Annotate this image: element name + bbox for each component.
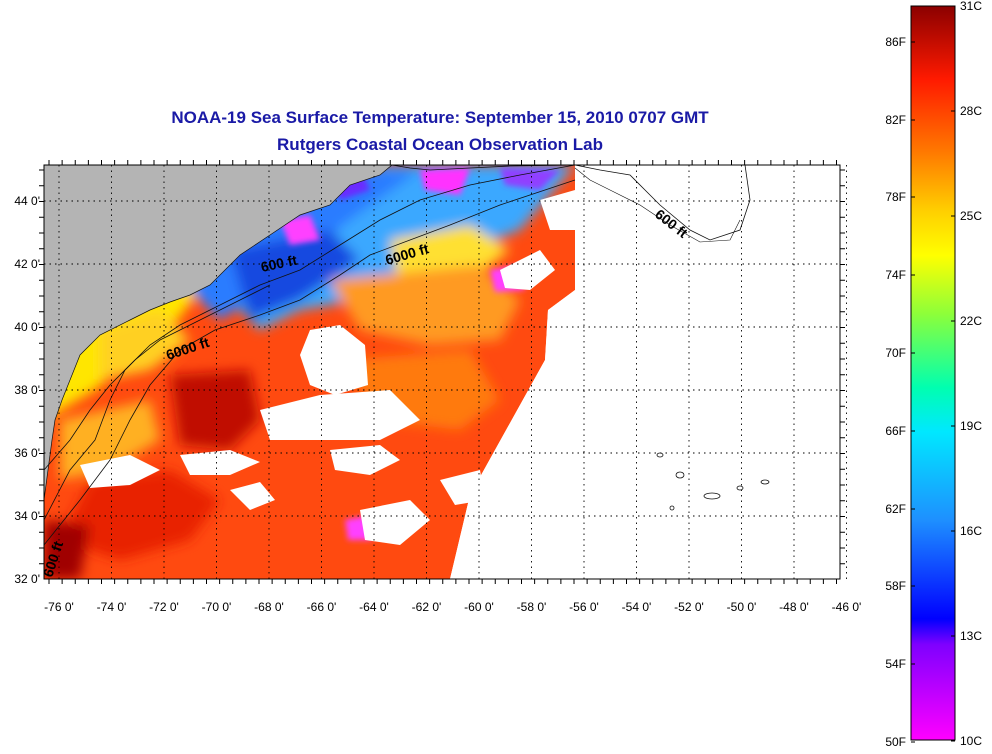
celsius-scale: 31C 28C 25C 22C 19C 16C 13C 10C	[951, 0, 982, 748]
longitude-label: -46 0'	[832, 600, 862, 614]
fahrenheit-label: 78F	[885, 190, 906, 204]
fahrenheit-label: 66F	[885, 424, 906, 438]
bathymetry-contours	[44, 165, 576, 546]
cloud-mask	[80, 165, 840, 579]
celsius-label: 25C	[960, 209, 982, 223]
longitude-label: -50 0'	[727, 600, 757, 614]
fahrenheit-label: 62F	[885, 502, 906, 516]
fahrenheit-label: 54F	[885, 657, 906, 671]
celsius-label: 10C	[960, 734, 982, 748]
longitude-label: -56 0'	[569, 600, 599, 614]
graticule	[44, 165, 847, 579]
longitude-label: -60 0'	[464, 600, 494, 614]
celsius-label: 28C	[960, 104, 982, 118]
map-subtitle: Rutgers Coastal Ocean Observation Lab	[277, 135, 603, 154]
fahrenheit-label: 50F	[885, 735, 906, 749]
longitude-label: -54 0'	[622, 600, 652, 614]
longitude-label: -48 0'	[779, 600, 809, 614]
longitude-label: -58 0'	[517, 600, 547, 614]
latitude-label: 36 0'	[14, 446, 40, 460]
longitude-label: -52 0'	[674, 600, 704, 614]
fahrenheit-label: 86F	[885, 35, 906, 49]
latitude-label: 32 0'	[14, 572, 40, 586]
longitude-label: -74 0'	[97, 600, 127, 614]
colorbar: 86F 82F 78F 74F 70F 66F 62F 58F 54F 50F 31C 28C 25C…	[885, 0, 982, 749]
latitude-labels: 44 0' 42 0' 40 0' 38 0' 36 0' 34 0' 32 0'	[14, 194, 40, 586]
fahrenheit-label: 70F	[885, 346, 906, 360]
fahrenheit-scale: 86F 82F 78F 74F 70F 66F 62F 58F 54F 50F	[885, 35, 915, 749]
latitude-label: 42 0'	[14, 257, 40, 271]
celsius-label: 16C	[960, 524, 982, 538]
longitude-labels: -76 0' -74 0' -72 0' -70 0' -68 0' -66 0' -64 …	[44, 600, 861, 614]
land-mass	[44, 165, 770, 511]
longitude-label: -62 0'	[412, 600, 442, 614]
map-title: NOAA-19 Sea Surface Temperature: Septemb…	[171, 108, 709, 127]
longitude-label: -66 0'	[307, 600, 337, 614]
fahrenheit-label: 82F	[885, 113, 906, 127]
colorbar-gradient	[910, 5, 956, 741]
longitude-label: -72 0'	[149, 600, 179, 614]
latitude-label: 38 0'	[14, 383, 40, 397]
celsius-label: 22C	[960, 314, 982, 328]
plot-frame	[43, 164, 841, 580]
axis-ticks	[39, 160, 845, 584]
longitude-label: -68 0'	[254, 600, 284, 614]
longitude-label: -76 0'	[44, 600, 74, 614]
contour-label: 600 ft	[259, 252, 298, 275]
fahrenheit-label: 74F	[885, 268, 906, 282]
fahrenheit-label: 58F	[885, 579, 906, 593]
celsius-label: 31C	[960, 0, 982, 13]
latitude-label: 44 0'	[14, 194, 40, 208]
latitude-label: 40 0'	[14, 320, 40, 334]
latitude-label: 34 0'	[14, 509, 40, 523]
longitude-label: -70 0'	[202, 600, 232, 614]
longitude-label: -64 0'	[359, 600, 389, 614]
celsius-label: 19C	[960, 419, 982, 433]
celsius-label: 13C	[960, 629, 982, 643]
